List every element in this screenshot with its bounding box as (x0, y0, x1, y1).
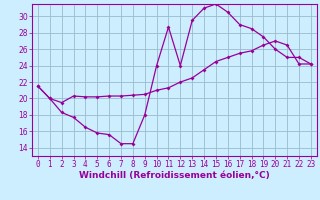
X-axis label: Windchill (Refroidissement éolien,°C): Windchill (Refroidissement éolien,°C) (79, 171, 270, 180)
